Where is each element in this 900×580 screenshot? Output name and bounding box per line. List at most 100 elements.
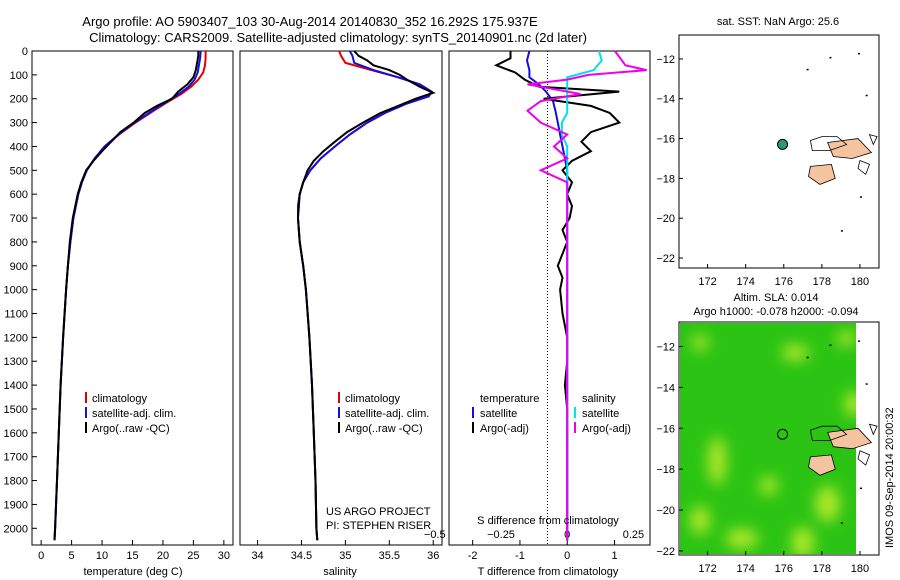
island-0: [827, 138, 873, 159]
x-tick-label: 36: [427, 550, 439, 562]
argo-float-marker: [777, 138, 789, 150]
legend-label-s-satellite: satellite: [582, 408, 619, 420]
s-tick-label: −0.5: [424, 529, 446, 541]
map-y-tick-label: −16: [656, 134, 675, 146]
y-tick-label: 1300: [4, 356, 28, 368]
islet-4: [859, 196, 862, 198]
legend-label-climatology: climatology: [92, 393, 148, 405]
legend-swatch-satellite: [85, 407, 87, 418]
y-tick-label: 1400: [4, 380, 28, 392]
project-annotation: US ARGO PROJECT: [326, 506, 431, 518]
x-tick-label: 0: [564, 550, 570, 562]
y-tick-label: 1000: [4, 285, 28, 297]
map-y-tick-label: −20: [656, 213, 675, 225]
y-tick-label: 1200: [4, 332, 28, 344]
islet-3: [865, 94, 868, 97]
legend-swatch-t-satellite: [472, 407, 474, 418]
legend-label-argo: Argo(..raw -QC): [92, 423, 170, 435]
y-tick-label: 700: [10, 213, 28, 225]
islet-1: [829, 344, 832, 346]
difference-legend: temperature satellite Argo(-adj) salinit…: [472, 393, 631, 435]
map-x-tick-label: 176: [775, 563, 793, 575]
sla-high-7: [781, 344, 810, 361]
map-x-tick-label: 180: [851, 276, 869, 288]
s-difference-label: S difference from climatology: [477, 515, 619, 527]
islet-2: [858, 340, 861, 342]
legend-label-satellite: satellite-adj. clim.: [92, 408, 176, 420]
legend-label-s-argo: Argo(-adj): [582, 423, 631, 435]
t-difference-tick-labels: -2 -1 0 1: [468, 540, 618, 562]
sla-high-4: [815, 485, 840, 522]
sla-heatmap: [680, 323, 856, 554]
imos-timestamp: IMOS 09-Sep-2014 20:00:32: [884, 407, 896, 548]
sla-map-land: [806, 340, 878, 524]
legend-label-satellite: satellite-adj. clim.: [345, 408, 429, 420]
sst-map-panel: sat. SST: NaN Argo: 25.6 172 174 176 178 180…: [656, 16, 880, 288]
legend-label-argo: Argo(..raw -QC): [345, 423, 423, 435]
legend-swatch-climatology: [85, 392, 87, 403]
y-tick-label: 0: [22, 46, 28, 58]
legend-swatch-s-satellite: [574, 407, 576, 418]
legend-swatch-satellite: [338, 407, 340, 418]
legend-swatch-argo: [85, 422, 87, 433]
y-tick-label: 1900: [4, 499, 28, 511]
x-tick-label: 35.5: [379, 550, 400, 562]
islet-4: [859, 487, 862, 490]
islet-3: [865, 383, 868, 385]
sla-high-1: [689, 506, 710, 535]
map-x-tick-label: 178: [813, 563, 831, 575]
legend-swatch-s-argo: [574, 422, 576, 433]
island-2: [809, 425, 848, 441]
series-argo-raw-qc: [53, 51, 200, 541]
series-satellite-adj-clim: [53, 50, 202, 541]
y-tick-label: 1600: [4, 428, 28, 440]
map-y-tick-label: −14: [656, 94, 675, 106]
island-1: [808, 454, 836, 476]
salinity-x-label: salinity: [323, 566, 357, 578]
x-tick-label: 34.5: [291, 550, 312, 562]
sla-high-2: [725, 528, 758, 549]
difference-series: [493, 50, 647, 541]
x-tick-label: 30: [218, 550, 230, 562]
s-tick-label: 0.25: [623, 529, 644, 541]
x-tick-label: 15: [126, 550, 138, 562]
island-3: [857, 159, 871, 176]
sla-high-8: [836, 331, 856, 346]
map-x-tick-label: 172: [698, 563, 716, 575]
map-x-tick-label: 174: [736, 276, 754, 288]
temperature-panel: 0100200300400500600700800900100011001200…: [4, 46, 234, 578]
x-tick-label: -1: [515, 550, 525, 562]
figure-title-line1: Argo profile: AO 5903407_103 30-Aug-2014…: [82, 14, 538, 29]
islet-5: [840, 230, 843, 232]
legend-title-temperature: temperature: [480, 393, 539, 405]
legend-title-salinity: salinity: [582, 393, 616, 405]
y-tick-label: 100: [10, 70, 28, 82]
x-tick-label: 5: [69, 550, 75, 562]
map-y-tick-label: −14: [656, 382, 675, 394]
island-2: [809, 136, 848, 151]
sla-map-title-line1: Altim. SLA: 0.014: [734, 292, 819, 304]
x-tick-label: 25: [187, 550, 199, 562]
islet-0: [806, 356, 809, 359]
map-y-tick-label: −20: [656, 505, 675, 517]
map-x-tick-label: 180: [851, 563, 869, 575]
t-difference-label: T difference from climatology: [478, 566, 619, 578]
sla-map-panel: Altim. SLA: 0.014 Argo h1000: -0.078 h20…: [656, 292, 880, 575]
series-s-argo-adj: [525, 50, 647, 541]
map-y-tick-label: −22: [656, 546, 675, 558]
salinity-tick-labels: 34 34.5 35 35.5 36: [251, 540, 439, 562]
map-x-tick-label: 174: [736, 563, 754, 575]
y-tick-label: 600: [10, 189, 28, 201]
sla-high-9: [844, 391, 856, 416]
sla-high-3: [791, 526, 814, 554]
figure-title-line2: Climatology: CARS2009. Satellite-adjuste…: [89, 30, 587, 45]
island-4: [868, 134, 878, 146]
sla-high-0: [708, 436, 727, 485]
x-tick-label: 1: [611, 550, 617, 562]
temperature-tick-labels: 0 5 10 15 20 25 30: [38, 540, 230, 562]
y-tick-label: 200: [10, 94, 28, 106]
x-tick-label: -2: [468, 550, 478, 562]
